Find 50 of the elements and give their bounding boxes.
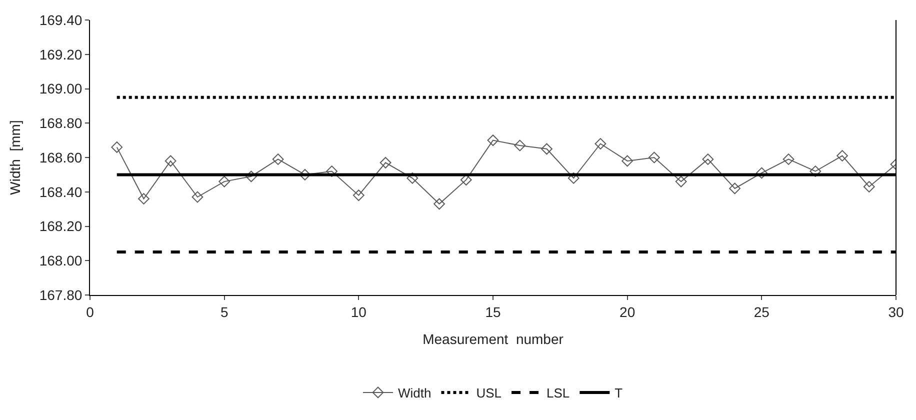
y-tick-label: 168.00 xyxy=(39,252,82,269)
y-tick-label: 168.80 xyxy=(39,115,82,132)
point xyxy=(702,154,714,165)
y-tick-label: 167.80 xyxy=(39,286,82,303)
point xyxy=(594,138,606,150)
x-tick-label: 25 xyxy=(754,304,770,320)
point xyxy=(299,168,311,180)
point xyxy=(272,154,284,165)
point xyxy=(675,176,687,188)
point xyxy=(487,134,499,146)
point xyxy=(218,176,230,188)
point xyxy=(434,198,445,210)
point xyxy=(192,191,204,203)
point xyxy=(541,143,552,155)
point xyxy=(380,156,392,168)
x-tick-label: 30 xyxy=(888,304,904,320)
y-tick-label: 168.20 xyxy=(39,218,82,234)
y-tick-label: 168.60 xyxy=(39,149,82,166)
point xyxy=(782,154,794,165)
point xyxy=(756,167,768,179)
x-tick-label: 10 xyxy=(350,304,367,320)
point xyxy=(352,190,364,202)
y-tick-label: 169.00 xyxy=(39,80,82,97)
x-axis-title: Measurement number xyxy=(422,331,564,348)
y-axis-title: Width [mm] xyxy=(6,120,23,195)
point xyxy=(111,141,123,153)
point xyxy=(326,166,338,177)
x-tick-label: 15 xyxy=(485,304,501,320)
legend-label: T xyxy=(614,386,623,401)
y-tick-label: 169.20 xyxy=(39,46,82,62)
point xyxy=(622,155,634,167)
y-tick-label: 169.40 xyxy=(39,12,82,28)
point xyxy=(810,166,822,177)
legend-label: LSL xyxy=(546,386,570,401)
y-tick-label: 168.40 xyxy=(39,184,82,200)
point xyxy=(138,193,150,204)
point xyxy=(863,181,875,192)
x-tick-label: 5 xyxy=(220,304,228,320)
legend-label: Width xyxy=(398,386,432,401)
point xyxy=(568,172,580,184)
point xyxy=(164,155,176,167)
legend-label: USL xyxy=(476,386,502,401)
point xyxy=(648,152,660,164)
x-tick-label: 20 xyxy=(620,304,636,320)
point xyxy=(514,140,526,152)
x-tick-label: 0 xyxy=(86,304,94,320)
point xyxy=(246,170,257,182)
point xyxy=(406,172,418,184)
point xyxy=(729,182,740,194)
point xyxy=(836,150,848,162)
